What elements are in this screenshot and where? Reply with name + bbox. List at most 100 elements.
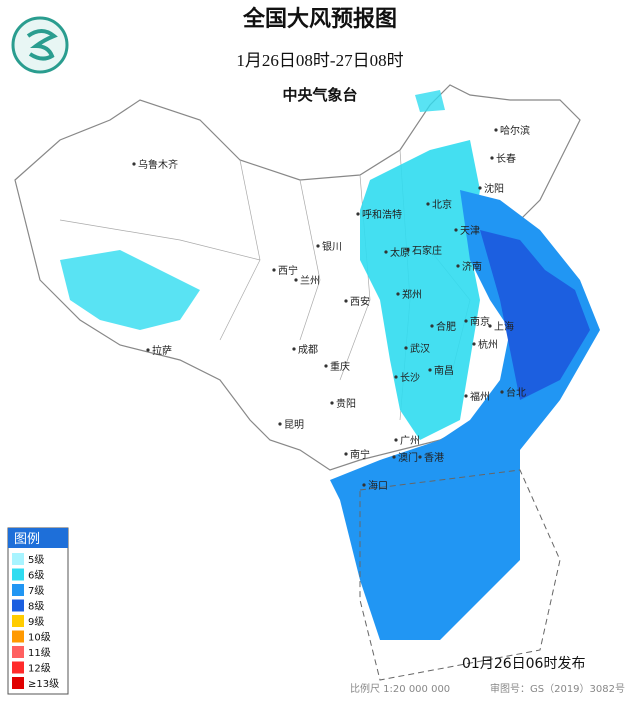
- city-label: 南昌: [434, 364, 454, 377]
- city-label: 昆明: [284, 419, 304, 431]
- approval-number: 审图号：GS（2019）3082号: [490, 682, 625, 695]
- south-sea-border: [359, 469, 561, 681]
- city-dot: [456, 264, 460, 268]
- city-label: 太原: [390, 246, 410, 259]
- city-dot: [344, 299, 348, 303]
- city-dot: [464, 394, 468, 398]
- city-dot: [464, 319, 468, 323]
- city-label: 银川: [322, 240, 342, 253]
- wind-areas: [60, 90, 600, 640]
- city-dot: [500, 390, 504, 394]
- city-label: 台北: [506, 386, 526, 399]
- city-label: 西安: [350, 295, 370, 308]
- city-dot: [428, 368, 432, 372]
- city-label: 澳门: [398, 451, 418, 464]
- city-label: 西宁: [278, 264, 298, 277]
- release-time: 01月26日06时发布: [462, 656, 585, 672]
- city-label: 乌鲁木齐: [138, 158, 178, 171]
- city-label: 贵阳: [336, 397, 356, 410]
- city-dot: [406, 248, 410, 252]
- wind-area-8: [480, 230, 590, 400]
- city-label: 哈尔滨: [500, 124, 530, 137]
- city-dot: [356, 212, 360, 216]
- legend-label: 10级: [28, 632, 51, 644]
- map-title: 全国大风预报图: [242, 6, 397, 32]
- city-dot: [478, 186, 482, 190]
- city-dot: [316, 244, 320, 248]
- legend-label: 6级: [28, 570, 44, 582]
- city-dot: [362, 483, 366, 487]
- city-dot: [490, 156, 494, 160]
- city-dot: [392, 455, 396, 459]
- legend-swatch: [12, 630, 24, 643]
- city-label: 海口: [368, 479, 388, 492]
- city-label: 兰州: [300, 274, 320, 287]
- legend-swatch: [12, 584, 24, 596]
- legend: 图例 5级 6级 7级 8级 9级 10级 11级 12级 ≥13级: [7, 527, 69, 695]
- city-dot: [294, 278, 298, 282]
- city-label: 香港: [424, 452, 444, 464]
- city-label: 南京: [470, 315, 490, 328]
- legend-swatch: [12, 599, 24, 612]
- city-dot: [418, 455, 422, 459]
- city-label: 成都: [298, 344, 318, 356]
- time-range: 1月26日08时-27日08时: [236, 51, 403, 70]
- city-dot: [330, 401, 334, 405]
- city-label: 沈阳: [484, 182, 504, 195]
- city-dot: [344, 452, 348, 456]
- wind-area-6: [60, 250, 200, 330]
- city-label: 拉萨: [152, 344, 172, 357]
- city-dot: [430, 324, 434, 328]
- city-dot: [454, 228, 458, 232]
- logo: [11, 16, 69, 74]
- legend-label: 5级: [28, 554, 44, 566]
- city-dot: [404, 346, 408, 350]
- city-label: 呼和浩特: [362, 209, 402, 221]
- legend-label: 7级: [28, 585, 44, 597]
- city-label: 天津: [460, 225, 480, 237]
- city-dot: [146, 348, 150, 352]
- legend-label: 11级: [28, 647, 51, 659]
- city-dot: [472, 342, 476, 346]
- scale: 比例尺 1:20 000 000: [350, 682, 450, 695]
- city-label: 合肥: [436, 320, 456, 333]
- city-label: 重庆: [330, 360, 350, 373]
- city-label: 郑州: [402, 288, 422, 301]
- wind-area-6: [360, 140, 480, 440]
- city-label: 杭州: [478, 338, 498, 351]
- city-dot: [488, 324, 492, 328]
- legend-swatch: [12, 646, 24, 658]
- city-dot: [292, 347, 296, 351]
- legend-label: 12级: [28, 663, 51, 675]
- city-label: 武汉: [410, 342, 430, 355]
- city-dot: [272, 268, 276, 272]
- city-label: 长沙: [400, 372, 420, 384]
- legend-title: 图例: [14, 532, 40, 547]
- legend-swatch: [12, 677, 24, 689]
- legend-swatch: [12, 553, 24, 565]
- city-dot: [426, 202, 430, 206]
- legend-label: 8级: [28, 601, 44, 613]
- wind-area-6: [415, 90, 445, 112]
- city-dot: [278, 422, 282, 426]
- city-label: 广州: [400, 435, 420, 447]
- legend-swatch: [12, 661, 24, 674]
- city-dot: [384, 250, 388, 254]
- legend-swatch: [12, 568, 24, 581]
- city-label: 北京: [432, 198, 452, 211]
- city-dot: [132, 162, 136, 166]
- legend-label: ≥13级: [28, 678, 59, 690]
- city-label: 济南: [462, 260, 482, 273]
- city-label: 上海: [494, 320, 514, 333]
- city-label: 长春: [496, 153, 516, 165]
- city-dot: [394, 375, 398, 379]
- legend-swatch: [12, 615, 24, 627]
- legend-label: 9级: [28, 616, 44, 628]
- city-label: 南宁: [350, 448, 370, 461]
- agency: 中央气象台: [282, 86, 357, 104]
- city-label: 福州: [470, 390, 490, 403]
- city-dot: [396, 292, 400, 296]
- city-dot: [324, 364, 328, 368]
